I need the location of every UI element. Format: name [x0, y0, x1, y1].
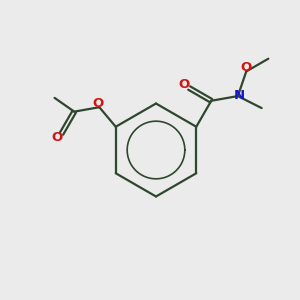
Text: O: O: [178, 78, 189, 91]
Text: N: N: [234, 89, 245, 102]
Text: O: O: [92, 97, 103, 110]
Text: O: O: [51, 131, 63, 144]
Text: O: O: [241, 61, 252, 74]
